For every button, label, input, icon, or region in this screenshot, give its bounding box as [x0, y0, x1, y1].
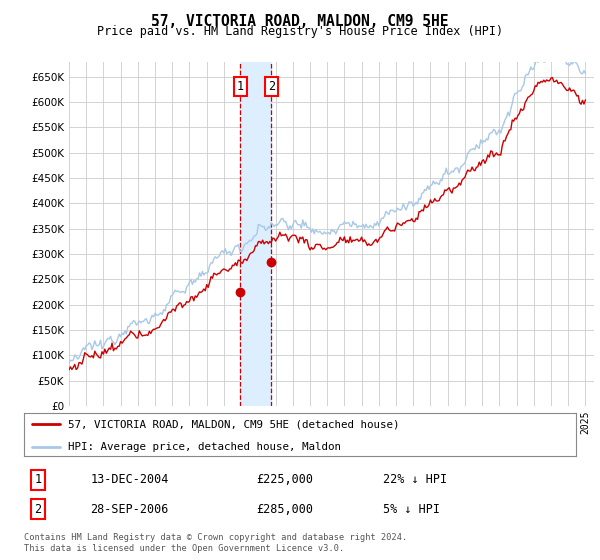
Text: £225,000: £225,000 [256, 473, 313, 487]
Bar [240, 62, 271, 406]
Text: 22% ↓ HPI: 22% ↓ HPI [383, 473, 447, 487]
Text: 5% ↓ HPI: 5% ↓ HPI [383, 502, 440, 516]
Text: Contains HM Land Registry data © Crown copyright and database right 2024.
This d: Contains HM Land Registry data © Crown c… [24, 533, 407, 553]
Text: £285,000: £285,000 [256, 502, 313, 516]
Text: 2: 2 [268, 81, 275, 94]
Text: 57, VICTORIA ROAD, MALDON, CM9 5HE: 57, VICTORIA ROAD, MALDON, CM9 5HE [151, 14, 449, 29]
Text: 2: 2 [34, 502, 41, 516]
Text: 1: 1 [34, 473, 41, 487]
Text: 1: 1 [237, 81, 244, 94]
Text: Price paid vs. HM Land Registry's House Price Index (HPI): Price paid vs. HM Land Registry's House … [97, 25, 503, 38]
Text: 28-SEP-2006: 28-SEP-2006 [90, 502, 169, 516]
Text: HPI: Average price, detached house, Maldon: HPI: Average price, detached house, Mald… [68, 442, 341, 452]
Text: 13-DEC-2004: 13-DEC-2004 [90, 473, 169, 487]
Text: 57, VICTORIA ROAD, MALDON, CM9 5HE (detached house): 57, VICTORIA ROAD, MALDON, CM9 5HE (deta… [68, 419, 400, 429]
